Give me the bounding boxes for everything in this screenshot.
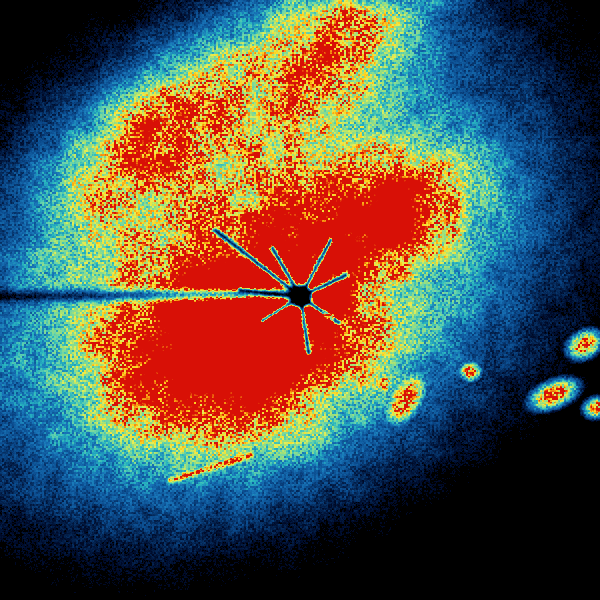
false-color-intensity-map [0,0,600,600]
image-canvas-container: False-color intensity map [0,0,600,600]
